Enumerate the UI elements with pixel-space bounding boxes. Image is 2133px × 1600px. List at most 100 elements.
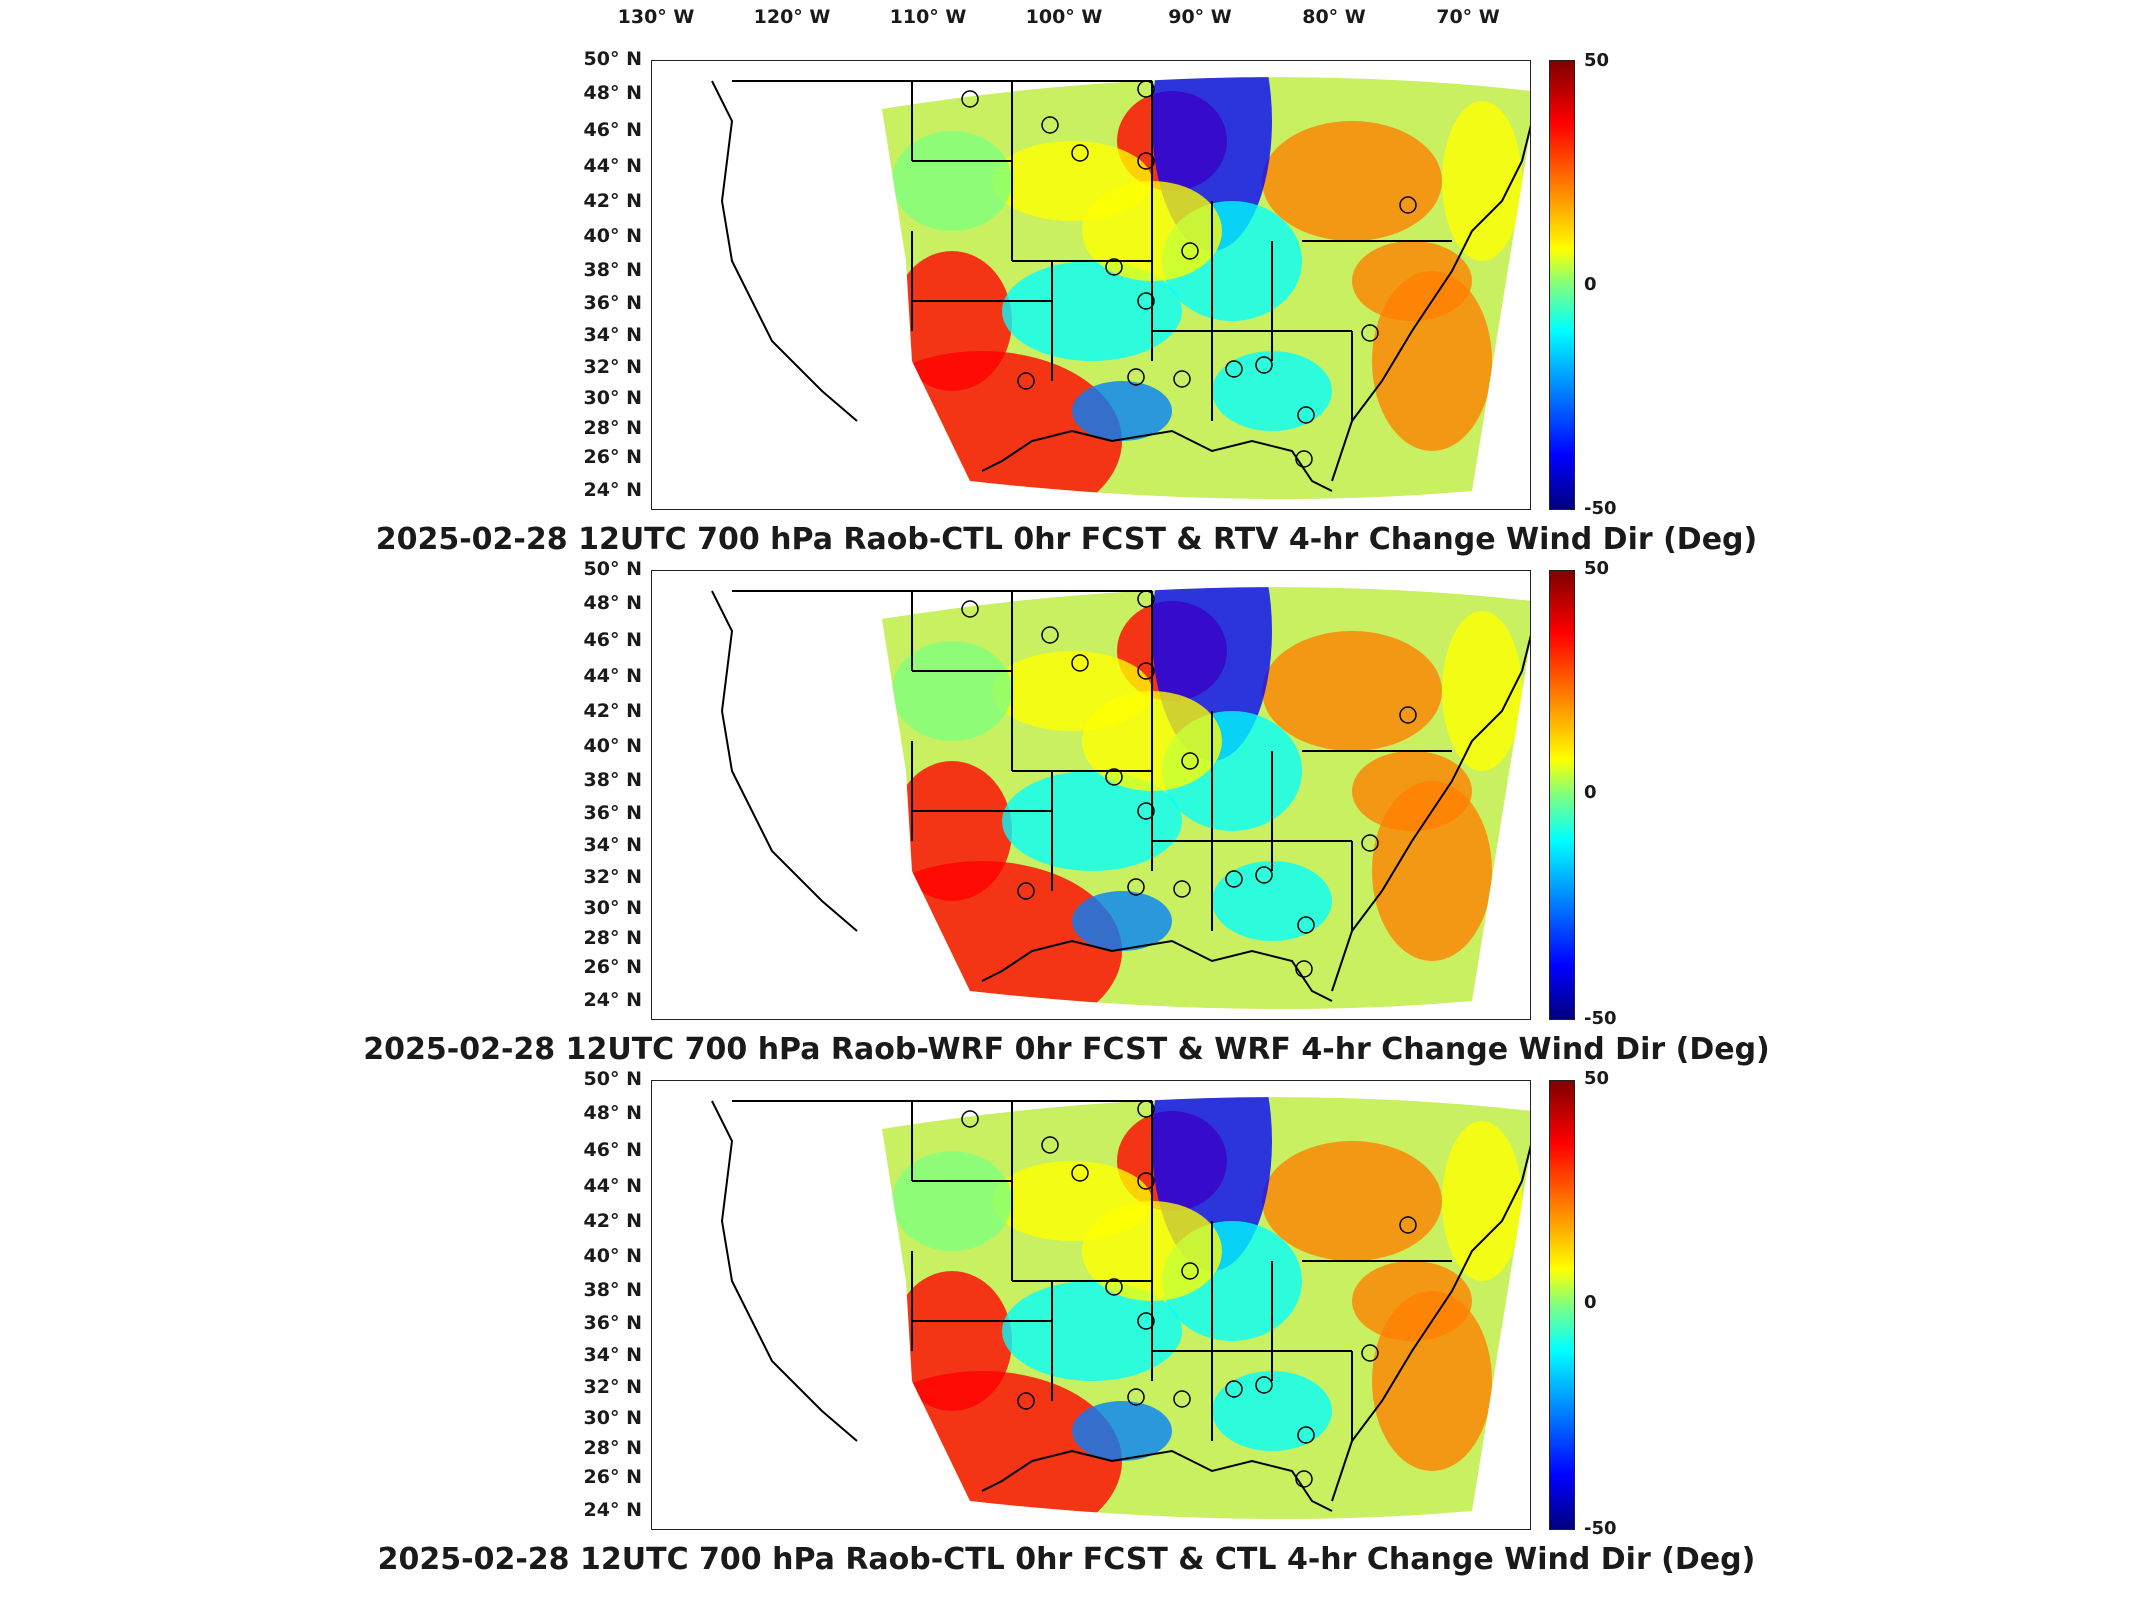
raob-station-marker: [1017, 1392, 1035, 1410]
colorbar-mid-label: 0: [1584, 274, 1597, 295]
lat-label: 32° N: [583, 1376, 642, 1398]
lat-label: 30° N: [583, 1407, 642, 1429]
raob-station-marker: [1361, 1344, 1379, 1362]
raob-station-marker: [1297, 1426, 1315, 1444]
colorbar-max-label: 50: [1584, 1068, 1610, 1089]
raob-station-marker: [1295, 1470, 1313, 1488]
raob-station-marker: [1071, 654, 1089, 672]
model-domain-field: [882, 1097, 1530, 1520]
lat-label: 38° N: [583, 1279, 642, 1301]
lat-label: 32° N: [583, 356, 642, 378]
raob-station-marker: [1127, 878, 1145, 896]
colorbar-mid-label: 0: [1584, 1292, 1597, 1313]
lat-label: 46° N: [583, 1139, 642, 1161]
raob-station-marker: [1173, 1390, 1191, 1408]
lat-label: 26° N: [583, 956, 642, 978]
field-region: [1072, 891, 1172, 951]
lon-label-80w: 80° W: [1302, 6, 1366, 28]
panel-caption: 2025-02-28 12UTC 700 hPa Raob-CTL 0hr FC…: [377, 1542, 1756, 1577]
field-region: [1072, 381, 1172, 441]
raob-station-marker: [1127, 1388, 1145, 1406]
field-region: [1002, 1281, 1182, 1381]
panel-caption: 2025-02-28 12UTC 700 hPa Raob-WRF 0hr FC…: [363, 1032, 1770, 1067]
wind-direction-map: [651, 60, 1531, 510]
raob-station-marker: [1399, 1216, 1417, 1234]
us-outline: [711, 590, 1530, 1002]
lat-label: 42° N: [583, 1210, 642, 1232]
field-region: [892, 1271, 1012, 1411]
colorbar: [1549, 1080, 1575, 1530]
field-region: [892, 1151, 1012, 1251]
raob-station-marker: [1225, 870, 1243, 888]
raob-station-marker: [1181, 242, 1199, 260]
panel-caption: 2025-02-28 12UTC 700 hPa Raob-CTL 0hr FC…: [375, 522, 1758, 557]
colorbar-max-label: 50: [1584, 50, 1610, 71]
colorbar-min-label: -50: [1584, 1008, 1617, 1029]
raob-station-marker: [1225, 360, 1243, 378]
raob-station-marker: [1041, 1136, 1059, 1154]
lon-label-70w: 70° W: [1436, 6, 1500, 28]
raob-station-marker: [1173, 880, 1191, 898]
lat-label: 38° N: [583, 259, 642, 281]
raob-station-marker: [1137, 590, 1155, 608]
lon-label-120w: 120° W: [753, 6, 831, 28]
raob-station-marker: [1255, 866, 1273, 884]
map-canvas: [711, 77, 1530, 500]
field-region: [1352, 1261, 1472, 1341]
field-region: [1262, 631, 1442, 751]
field-region: [1352, 241, 1472, 321]
raob-station-marker: [1399, 706, 1417, 724]
raob-station-marker: [1137, 292, 1155, 310]
lat-label: 40° N: [583, 735, 642, 757]
model-domain-field: [882, 587, 1530, 1010]
raob-station-marker: [1255, 1376, 1273, 1394]
raob-station-marker: [1105, 768, 1123, 786]
colorbar-mid-label: 0: [1584, 782, 1597, 803]
field-region: [1262, 121, 1442, 241]
lon-label-100w: 100° W: [1025, 6, 1103, 28]
lat-label: 38° N: [583, 769, 642, 791]
raob-station-marker: [1137, 80, 1155, 98]
colorbar-min-label: -50: [1584, 1518, 1617, 1539]
colorbar-max-label: 50: [1584, 558, 1610, 579]
map-canvas: [711, 587, 1530, 1010]
raob-station-marker: [1137, 662, 1155, 680]
lat-label: 36° N: [583, 292, 642, 314]
lat-label: 50° N: [583, 48, 642, 70]
raob-station-marker: [1255, 356, 1273, 374]
raob-station-marker: [1137, 802, 1155, 820]
raob-station-marker: [1361, 324, 1379, 342]
raob-station-marker: [1361, 834, 1379, 852]
lat-label: 24° N: [583, 989, 642, 1011]
field-region: [1442, 1121, 1522, 1281]
lat-label: 30° N: [583, 897, 642, 919]
lat-label: 32° N: [583, 866, 642, 888]
lat-label: 50° N: [583, 558, 642, 580]
raob-station-marker: [1173, 370, 1191, 388]
field-region: [1442, 101, 1522, 261]
colorbar: [1549, 570, 1575, 1020]
lat-label: 44° N: [583, 1175, 642, 1197]
lat-label: 24° N: [583, 1499, 642, 1521]
raob-station-marker: [1105, 1278, 1123, 1296]
lat-label: 28° N: [583, 927, 642, 949]
lat-label: 42° N: [583, 190, 642, 212]
lat-label: 42° N: [583, 700, 642, 722]
lon-label-110w: 110° W: [889, 6, 967, 28]
raob-station-marker: [1105, 258, 1123, 276]
lat-label: 28° N: [583, 1437, 642, 1459]
raob-station-marker: [1017, 882, 1035, 900]
us-outline: [711, 80, 1530, 492]
raob-station-marker: [1137, 152, 1155, 170]
lat-label: 44° N: [583, 155, 642, 177]
raob-station-marker: [1295, 450, 1313, 468]
raob-station-marker: [1041, 116, 1059, 134]
lat-label: 24° N: [583, 479, 642, 501]
map-canvas: [711, 1097, 1530, 1520]
field-region: [892, 761, 1012, 901]
lat-label: 34° N: [583, 324, 642, 346]
raob-station-marker: [1071, 144, 1089, 162]
raob-station-marker: [1137, 1172, 1155, 1190]
raob-station-marker: [961, 600, 979, 618]
raob-station-marker: [1399, 196, 1417, 214]
